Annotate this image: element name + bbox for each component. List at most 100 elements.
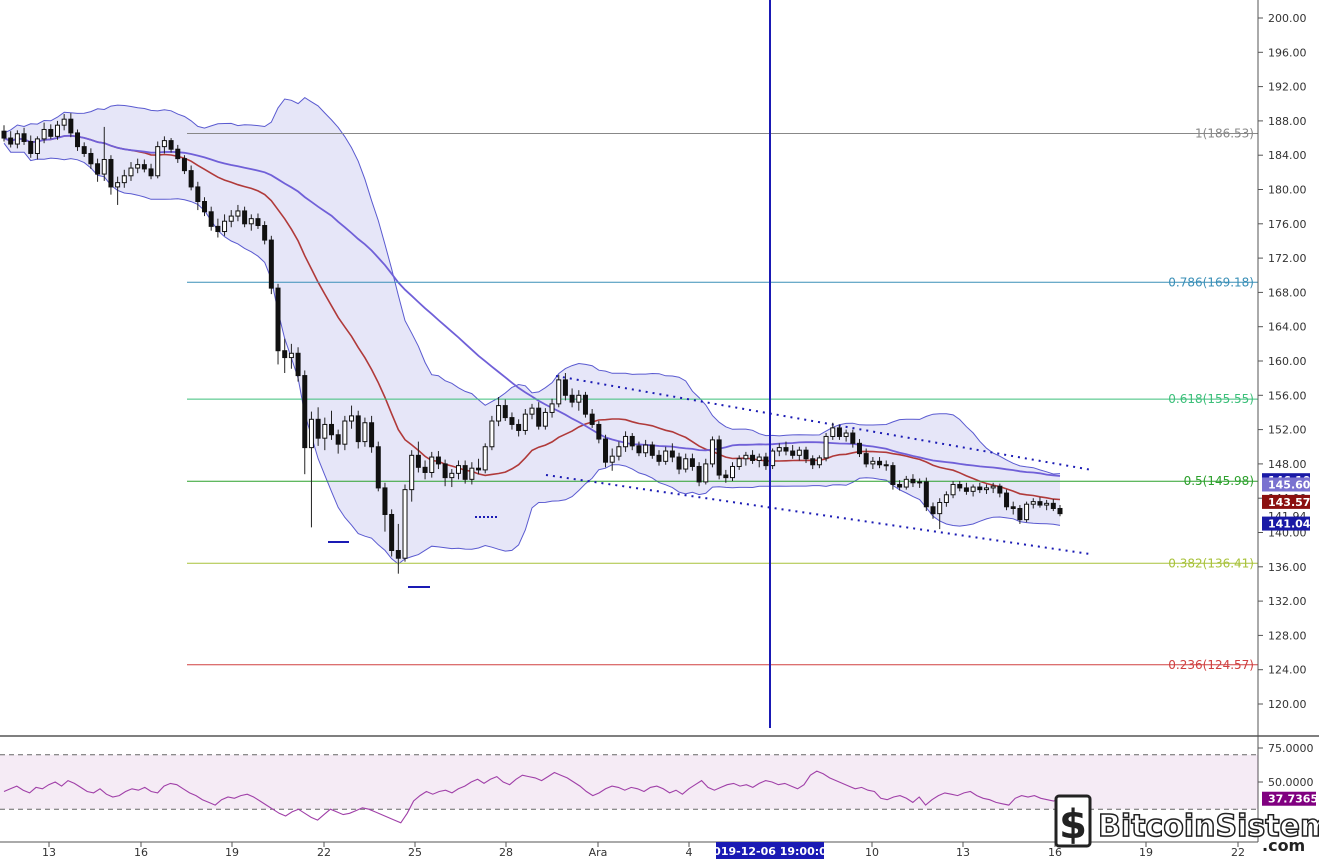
candle (830, 422, 836, 440)
price-badge: 145.60 (1262, 477, 1311, 492)
candle (155, 141, 161, 179)
price-tick-label: 180.00 (1268, 184, 1307, 197)
candle (863, 448, 869, 468)
candle (816, 455, 822, 469)
candle-body (669, 450, 675, 458)
candle (843, 429, 849, 442)
candle (1024, 501, 1030, 523)
candle-body (288, 352, 294, 359)
candle (282, 338, 288, 374)
candle (14, 130, 20, 149)
candle (375, 441, 381, 492)
candle (736, 455, 742, 470)
candle-body (856, 442, 862, 455)
candle (549, 398, 555, 418)
price-tick-label: 124.00 (1268, 664, 1307, 677)
candle (34, 136, 40, 160)
candle (362, 417, 368, 447)
candle-body (395, 550, 401, 559)
price-tick-label: 164.00 (1268, 321, 1307, 334)
candle-body (429, 456, 435, 473)
candle-body (14, 133, 20, 145)
candle-body (1030, 501, 1036, 505)
candle (917, 478, 923, 488)
candle-body (796, 449, 802, 456)
candle-body (215, 225, 221, 233)
candle-body (496, 405, 502, 422)
bollinger-fill (4, 97, 1060, 564)
watermark-text: BitcoinSistemi (1098, 809, 1319, 844)
candle-body (8, 137, 14, 145)
candle-body (148, 168, 154, 177)
price-badge-bg (1262, 477, 1310, 492)
candle-body (322, 423, 328, 439)
candle-body (629, 435, 635, 447)
candle-body (963, 487, 969, 492)
candle-body (843, 432, 849, 437)
candle-body (382, 487, 388, 515)
candle-body (141, 164, 147, 170)
candle (195, 181, 201, 211)
candle (449, 469, 455, 488)
time-tick-label: 19 (1139, 846, 1153, 859)
candle (1010, 501, 1016, 515)
candle-body (576, 394, 582, 403)
candle (997, 483, 1003, 498)
candle-body (242, 210, 248, 225)
candle (963, 482, 969, 495)
candle-body (449, 472, 455, 479)
candle (723, 469, 729, 483)
candle-body (776, 447, 782, 452)
candle (636, 441, 642, 457)
fib-level-label: 0.5(145.98) (1184, 474, 1254, 488)
candle-body (295, 352, 301, 377)
candle (890, 462, 896, 490)
candle (509, 412, 515, 430)
fib-level-label: 0.236(124.57) (1168, 658, 1254, 672)
candle (228, 210, 234, 228)
candle (355, 410, 361, 449)
candle-body (509, 417, 515, 425)
candle-body (730, 465, 736, 479)
candle (95, 158, 101, 182)
candle (676, 452, 682, 475)
candle-body (88, 152, 94, 165)
candle (215, 218, 221, 238)
candle-body (897, 483, 903, 488)
svg-text:$: $ (1059, 802, 1087, 848)
candle-body (121, 175, 127, 184)
price-tick-label: 172.00 (1268, 252, 1307, 265)
candle-body (542, 411, 548, 427)
price-badge-bg (1262, 494, 1310, 509)
candle-body (522, 413, 528, 431)
candle (54, 120, 60, 140)
rsi-last-label: 37.7365 (1268, 793, 1318, 806)
candle (743, 451, 749, 466)
time-tick-label: 19 (225, 846, 239, 859)
candle (502, 399, 508, 422)
candle-body (562, 379, 568, 396)
price-tick-label: 128.00 (1268, 629, 1307, 642)
candle (61, 114, 67, 131)
candle-body (790, 450, 796, 456)
candle (870, 457, 876, 470)
candle-body (502, 405, 508, 419)
candle (442, 459, 448, 487)
candle-body (101, 158, 107, 175)
candle-body (516, 423, 522, 431)
candle-body (308, 418, 314, 449)
candle (235, 204, 241, 222)
candle (108, 155, 114, 195)
time-tick-label: 22 (317, 846, 331, 859)
candle-body (616, 446, 622, 457)
candle-body (95, 163, 101, 175)
candle-body (1010, 506, 1016, 509)
rsi-pane: 75.0000 50.0000 37.7365 (0, 742, 1318, 824)
candle (349, 405, 355, 429)
candle (181, 155, 187, 175)
selected-time-badge: 2019-12-06 19:00:00 (706, 842, 835, 859)
time-tick-label: 16 (1048, 846, 1062, 859)
candle (422, 460, 428, 480)
candle-body (1004, 492, 1010, 508)
